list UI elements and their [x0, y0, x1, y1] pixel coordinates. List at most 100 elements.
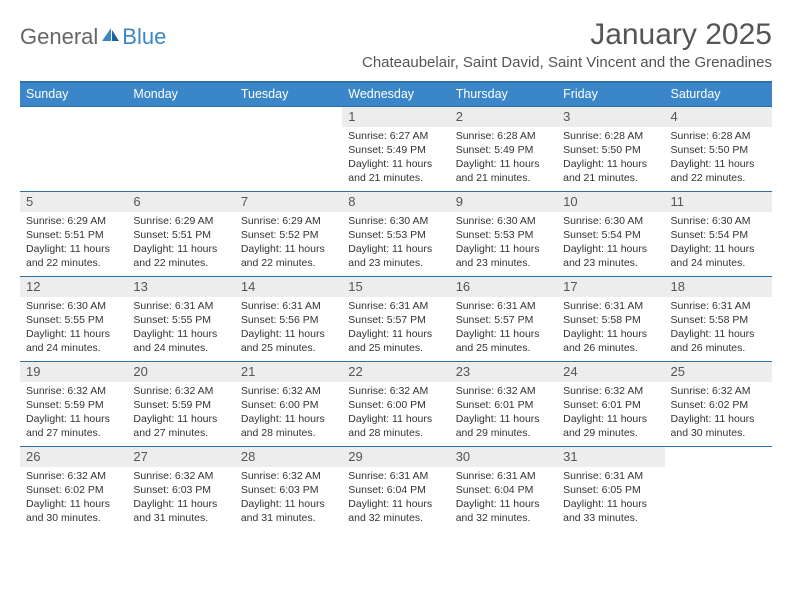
daylight-text: Daylight: 11 hours and 24 minutes. — [133, 328, 228, 356]
day-body — [127, 127, 234, 134]
sunrise-text: Sunrise: 6:28 AM — [563, 130, 658, 144]
daylight-text: Daylight: 11 hours and 22 minutes. — [671, 158, 766, 186]
day-cell: 3Sunrise: 6:28 AMSunset: 5:50 PMDaylight… — [557, 107, 664, 191]
day-body: Sunrise: 6:31 AMSunset: 6:04 PMDaylight:… — [342, 467, 449, 529]
month-title: January 2025 — [362, 18, 772, 52]
day-number: 20 — [127, 362, 234, 382]
sunset-text: Sunset: 5:53 PM — [456, 229, 551, 243]
day-number: 4 — [665, 107, 772, 127]
day-cell: 12Sunrise: 6:30 AMSunset: 5:55 PMDayligh… — [20, 277, 127, 361]
daylight-text: Daylight: 11 hours and 24 minutes. — [671, 243, 766, 271]
sunrise-text: Sunrise: 6:30 AM — [563, 215, 658, 229]
day-cell: 2Sunrise: 6:28 AMSunset: 5:49 PMDaylight… — [450, 107, 557, 191]
day-cell: 14Sunrise: 6:31 AMSunset: 5:56 PMDayligh… — [235, 277, 342, 361]
day-cell: 29Sunrise: 6:31 AMSunset: 6:04 PMDayligh… — [342, 447, 449, 531]
sunrise-text: Sunrise: 6:31 AM — [456, 300, 551, 314]
day-cell: 18Sunrise: 6:31 AMSunset: 5:58 PMDayligh… — [665, 277, 772, 361]
day-body: Sunrise: 6:32 AMSunset: 6:01 PMDaylight:… — [557, 382, 664, 444]
day-cell: 5Sunrise: 6:29 AMSunset: 5:51 PMDaylight… — [20, 192, 127, 276]
day-cell — [235, 107, 342, 191]
daylight-text: Daylight: 11 hours and 32 minutes. — [456, 498, 551, 526]
sunrise-text: Sunrise: 6:32 AM — [26, 385, 121, 399]
day-body: Sunrise: 6:31 AMSunset: 6:05 PMDaylight:… — [557, 467, 664, 529]
day-number — [127, 107, 234, 127]
day-body: Sunrise: 6:29 AMSunset: 5:51 PMDaylight:… — [127, 212, 234, 274]
day-body: Sunrise: 6:28 AMSunset: 5:50 PMDaylight:… — [557, 127, 664, 189]
day-number: 21 — [235, 362, 342, 382]
sunset-text: Sunset: 6:04 PM — [348, 484, 443, 498]
weeks-container: 1Sunrise: 6:27 AMSunset: 5:49 PMDaylight… — [20, 106, 772, 531]
sunrise-text: Sunrise: 6:28 AM — [456, 130, 551, 144]
weekday-header-cell: Saturday — [665, 83, 772, 106]
sunrise-text: Sunrise: 6:31 AM — [133, 300, 228, 314]
day-cell: 22Sunrise: 6:32 AMSunset: 6:00 PMDayligh… — [342, 362, 449, 446]
weekday-header-cell: Wednesday — [342, 83, 449, 106]
sunrise-text: Sunrise: 6:32 AM — [456, 385, 551, 399]
title-block: January 2025 Chateaubelair, Saint David,… — [362, 18, 772, 71]
sunrise-text: Sunrise: 6:32 AM — [133, 470, 228, 484]
day-number: 24 — [557, 362, 664, 382]
day-body — [665, 467, 772, 474]
sunset-text: Sunset: 6:03 PM — [133, 484, 228, 498]
sunrise-text: Sunrise: 6:31 AM — [456, 470, 551, 484]
daylight-text: Daylight: 11 hours and 21 minutes. — [348, 158, 443, 186]
day-cell — [20, 107, 127, 191]
daylight-text: Daylight: 11 hours and 27 minutes. — [133, 413, 228, 441]
day-body: Sunrise: 6:32 AMSunset: 5:59 PMDaylight:… — [20, 382, 127, 444]
week-row: 26Sunrise: 6:32 AMSunset: 6:02 PMDayligh… — [20, 446, 772, 531]
sunset-text: Sunset: 5:58 PM — [671, 314, 766, 328]
day-body: Sunrise: 6:30 AMSunset: 5:54 PMDaylight:… — [665, 212, 772, 274]
daylight-text: Daylight: 11 hours and 23 minutes. — [348, 243, 443, 271]
day-body: Sunrise: 6:30 AMSunset: 5:54 PMDaylight:… — [557, 212, 664, 274]
day-cell: 23Sunrise: 6:32 AMSunset: 6:01 PMDayligh… — [450, 362, 557, 446]
sunrise-text: Sunrise: 6:30 AM — [26, 300, 121, 314]
brand-logo: General Blue — [20, 18, 166, 50]
sunset-text: Sunset: 5:53 PM — [348, 229, 443, 243]
day-number: 30 — [450, 447, 557, 467]
daylight-text: Daylight: 11 hours and 23 minutes. — [456, 243, 551, 271]
sunrise-text: Sunrise: 6:32 AM — [241, 385, 336, 399]
daylight-text: Daylight: 11 hours and 21 minutes. — [456, 158, 551, 186]
day-body: Sunrise: 6:32 AMSunset: 6:00 PMDaylight:… — [342, 382, 449, 444]
day-body: Sunrise: 6:28 AMSunset: 5:49 PMDaylight:… — [450, 127, 557, 189]
day-cell: 31Sunrise: 6:31 AMSunset: 6:05 PMDayligh… — [557, 447, 664, 531]
day-body — [235, 127, 342, 134]
day-number: 15 — [342, 277, 449, 297]
calendar-page: General Blue January 2025 Chateaubelair,… — [0, 0, 792, 541]
sunset-text: Sunset: 5:51 PM — [133, 229, 228, 243]
sunset-text: Sunset: 6:00 PM — [348, 399, 443, 413]
weekday-header-cell: Thursday — [450, 83, 557, 106]
sunset-text: Sunset: 5:55 PM — [26, 314, 121, 328]
brand-text-general: General — [20, 24, 98, 50]
sunset-text: Sunset: 5:56 PM — [241, 314, 336, 328]
sail-icon — [98, 24, 122, 50]
day-number — [665, 447, 772, 467]
day-number: 28 — [235, 447, 342, 467]
day-number: 19 — [20, 362, 127, 382]
daylight-text: Daylight: 11 hours and 28 minutes. — [241, 413, 336, 441]
sunrise-text: Sunrise: 6:31 AM — [563, 470, 658, 484]
day-body: Sunrise: 6:27 AMSunset: 5:49 PMDaylight:… — [342, 127, 449, 189]
day-body: Sunrise: 6:29 AMSunset: 5:51 PMDaylight:… — [20, 212, 127, 274]
sunrise-text: Sunrise: 6:29 AM — [241, 215, 336, 229]
sunrise-text: Sunrise: 6:28 AM — [671, 130, 766, 144]
location-text: Chateaubelair, Saint David, Saint Vincen… — [362, 54, 772, 71]
day-body: Sunrise: 6:31 AMSunset: 5:57 PMDaylight:… — [342, 297, 449, 359]
weekday-header-cell: Friday — [557, 83, 664, 106]
sunrise-text: Sunrise: 6:29 AM — [26, 215, 121, 229]
brand-text-blue: Blue — [122, 24, 166, 50]
sunset-text: Sunset: 5:54 PM — [563, 229, 658, 243]
day-number: 11 — [665, 192, 772, 212]
day-number: 9 — [450, 192, 557, 212]
daylight-text: Daylight: 11 hours and 29 minutes. — [563, 413, 658, 441]
day-cell: 26Sunrise: 6:32 AMSunset: 6:02 PMDayligh… — [20, 447, 127, 531]
sunrise-text: Sunrise: 6:30 AM — [348, 215, 443, 229]
sunset-text: Sunset: 6:01 PM — [456, 399, 551, 413]
day-body: Sunrise: 6:31 AMSunset: 5:58 PMDaylight:… — [665, 297, 772, 359]
weekday-header-cell: Monday — [127, 83, 234, 106]
day-number: 13 — [127, 277, 234, 297]
sunset-text: Sunset: 5:57 PM — [456, 314, 551, 328]
sunrise-text: Sunrise: 6:32 AM — [563, 385, 658, 399]
day-cell: 20Sunrise: 6:32 AMSunset: 5:59 PMDayligh… — [127, 362, 234, 446]
daylight-text: Daylight: 11 hours and 25 minutes. — [241, 328, 336, 356]
